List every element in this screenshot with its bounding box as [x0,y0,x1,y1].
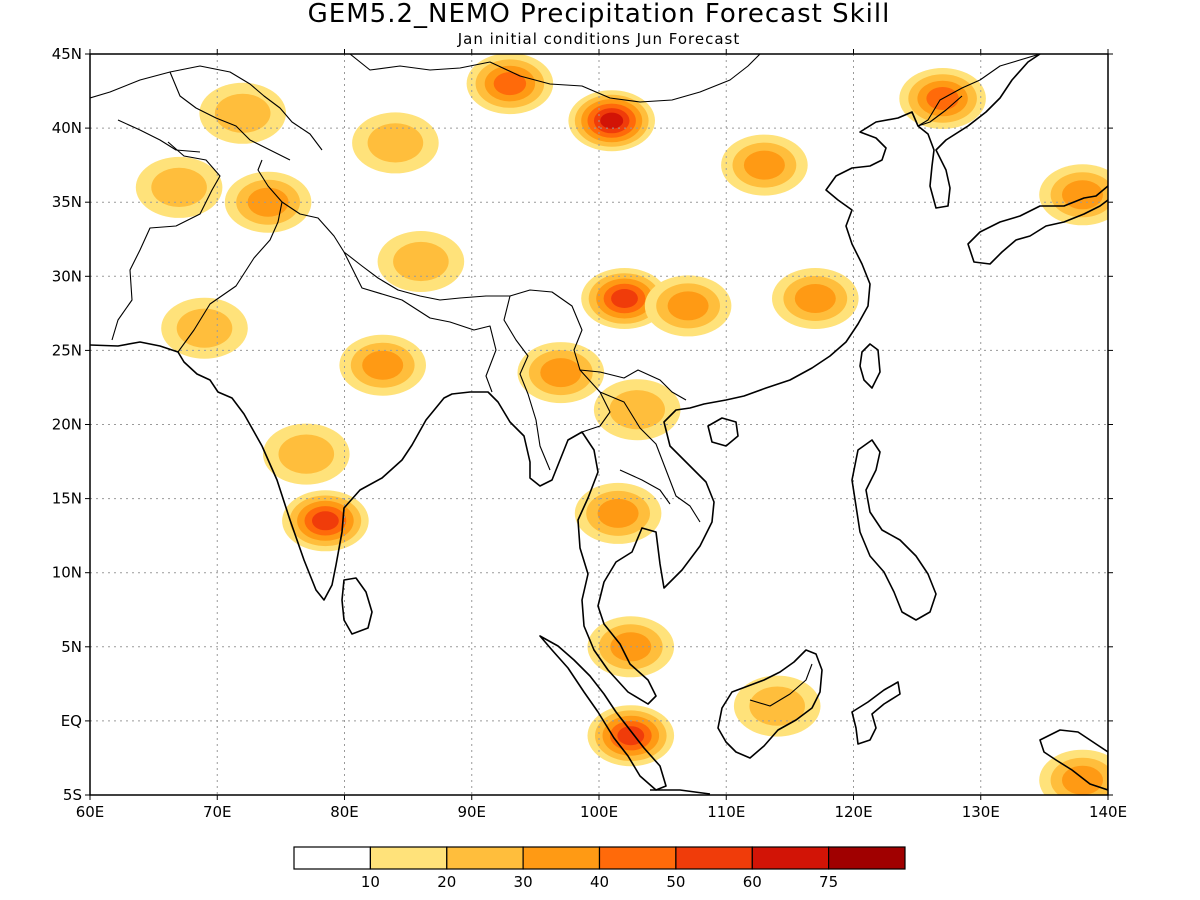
skill-cell-gangetic-30 [362,350,404,380]
y-tick-label: 5S [63,786,82,804]
y-tick-label: 10N [52,564,82,582]
colorbar-label: 20 [437,873,456,891]
skill-cell-indochina-20 [609,390,665,430]
philippines-coast [851,439,937,621]
skill-cell-deccan-w-20 [278,434,335,474]
border-pakistan-india [177,159,283,353]
y-tick-label: 35N [52,193,82,211]
sumatra-coast [539,635,667,791]
colorbar-swatch [827,846,906,870]
colorbar-label: 40 [590,873,609,891]
y-tick-label: 20N [52,416,82,434]
y-tick-label: 40N [52,119,82,137]
skill-cell-tamil-nadu-50 [312,511,339,531]
skill-cell-yangtze-30 [794,284,836,313]
map-title: GEM5.2_NEMO Precipitation Forecast Skill [308,0,891,29]
colorbar-swatch [522,846,601,870]
border-mongolia [349,54,761,103]
border-myanmar [503,295,551,471]
skill-cell-afghanistan-20 [151,167,207,207]
y-tick-label: EQ [61,712,82,730]
country-borders [90,54,1041,707]
colorbar-swatch [293,846,372,870]
skill-cell-kashmir-30 [247,187,289,217]
x-tick-label: 90E [457,803,486,821]
colorbar-label: 60 [743,873,762,891]
colorbar-swatch [369,846,448,870]
x-tick-label: 70E [203,803,232,821]
borneo-coast [717,649,823,759]
skill-cell-inner-mongolia-60 [600,112,624,129]
border-central-asia [90,65,323,151]
colorbar-label: 75 [819,873,838,891]
x-tick-label: 60E [76,803,105,821]
skill-cell-myanmar-30 [540,358,582,388]
y-tick-label: 15N [52,490,82,508]
border-malaysia-borneo [749,663,813,707]
colorbar-swatch [598,846,677,870]
x-tick-label: 80E [330,803,359,821]
taiwan-coast [859,343,881,389]
new-guinea-coast [1039,729,1108,791]
skill-cell-sichuan-50 [611,289,638,308]
skill-cell-new-guinea-30 [1062,765,1103,795]
skill-cell-thailand-30 [597,498,639,528]
skill-cell-caspian-20 [214,93,271,133]
skill-cell-borneo-20 [749,686,805,726]
colorbar-label: 50 [666,873,685,891]
y-tick-label: 5N [61,638,82,656]
sulawesi-coast [851,681,901,745]
colorbar-label: 30 [514,873,533,891]
skill-cell-tarim-n-20 [367,123,424,163]
border-nepal-bangladesh [343,251,497,393]
colorbar-swatch [446,846,524,870]
skill-cell-shandong-w-30 [743,150,785,180]
java-coast [650,789,711,795]
colorbar-swatch [751,846,830,870]
border-china-north [917,54,1041,127]
x-tick-label: 140E [1089,803,1127,821]
border-uzbek [117,119,201,153]
colorbar-swatch [675,846,753,870]
x-tick-label: 120E [834,803,872,821]
hainan-coast [707,417,739,447]
border-iran-pakistan [111,141,221,341]
border-cambodia [619,469,671,505]
coastlines [90,54,1108,795]
asia-mainland-coast [90,54,1041,705]
axes: 60E 70E 80E 90E 100E 110E 120E 130E 140E 45N 40N 35… [52,45,1127,821]
y-tick-label: 45N [52,45,82,63]
border-korea [917,95,963,127]
border-kazakh [169,71,291,161]
sri-lanka-coast [341,577,373,635]
skill-cell-tibet-w-20 [393,241,449,282]
skill-cell-pakistan-s-20 [176,308,233,348]
map-subtitle: Jan initial conditions Jun Forecast [457,30,741,48]
japan-coast [967,185,1108,265]
x-tick-label: 130E [962,803,1000,821]
x-tick-label: 100E [580,803,618,821]
border-laos-vietnam [599,391,701,523]
colorbar: 10 20 30 40 50 60 75 [293,846,906,891]
skill-cell-yunnan-e-30 [667,291,709,321]
x-tick-label: 110E [707,803,745,821]
y-tick-label: 30N [52,267,82,285]
border-thailand [579,369,611,433]
colorbar-label: 10 [361,873,380,891]
skill-cell-n-china-mongolia-40 [493,72,527,96]
y-tick-label: 25N [52,341,82,359]
lat-lon-grid [90,54,1108,795]
